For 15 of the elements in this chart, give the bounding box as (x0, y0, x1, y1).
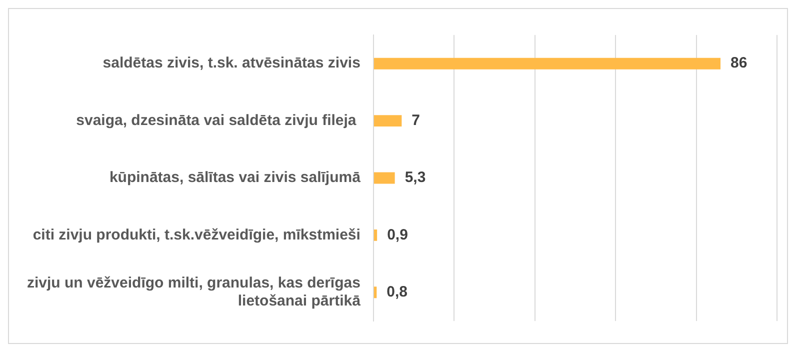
data-label: 86 (730, 54, 748, 72)
y-tick-label: kūpinātas, sālītas vai zivis salījumā (109, 169, 362, 186)
y-tick-label: zivju un vēžveidīgo milti, granulas, kas derīgas lietošanai pārtikā (27, 274, 362, 310)
data-label: 0,9 (387, 226, 408, 244)
bar (374, 115, 402, 127)
data-label: 5,3 (404, 169, 426, 186)
bar (374, 172, 395, 184)
bar (374, 286, 377, 298)
bar (374, 58, 720, 70)
bar (374, 229, 378, 241)
y-tick-label: citi zivju produkti, t.sk.vēžveidīgie, mīkstmieši (32, 226, 360, 244)
y-tick-label: saldētas zivis, t.sk. atvēsinātas zivis (102, 54, 360, 72)
y-tick-label: svaiga, dzesināta vai saldēta zivju fileja (76, 112, 360, 129)
data-label: 0,8 (386, 284, 408, 301)
data-label: 7 (412, 112, 420, 129)
